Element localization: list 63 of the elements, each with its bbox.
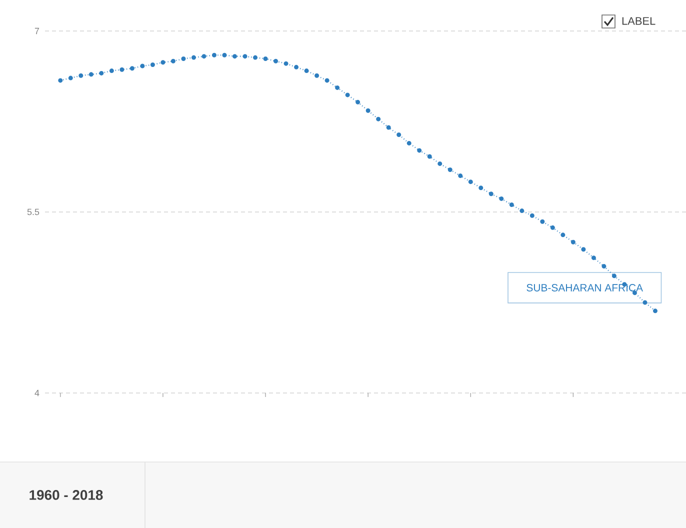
point: [160, 60, 166, 65]
point: [550, 225, 555, 230]
point: [170, 58, 176, 64]
point: [396, 132, 402, 138]
point: [612, 274, 616, 278]
point: [222, 52, 227, 58]
point: [581, 247, 586, 252]
point: [304, 68, 309, 74]
point: [263, 56, 268, 61]
point: [642, 300, 648, 305]
point: [509, 202, 514, 207]
point: [468, 180, 473, 184]
point: [488, 192, 494, 196]
point: [109, 68, 114, 74]
point: [427, 154, 432, 159]
point: [499, 196, 504, 201]
y-tick-label: 7: [34, 28, 40, 34]
point: [130, 66, 134, 71]
point: [652, 308, 658, 314]
point: [99, 70, 104, 76]
point: [212, 52, 216, 58]
point: [540, 219, 545, 224]
point: [294, 64, 299, 70]
point: [78, 73, 84, 78]
y-tick-label: 5.5: [27, 208, 40, 216]
point: [478, 186, 484, 190]
point: [150, 62, 155, 68]
point: [253, 55, 258, 60]
point: [366, 108, 370, 113]
point: [274, 58, 278, 64]
point: [448, 168, 452, 172]
point: [560, 232, 566, 238]
point: [88, 72, 94, 77]
point: [345, 92, 350, 98]
point: [181, 56, 186, 61]
point: [386, 125, 391, 130]
point: [202, 54, 206, 59]
point: [120, 67, 124, 72]
point: [520, 208, 524, 214]
point: [140, 64, 145, 68]
point: [284, 61, 288, 66]
point: [68, 76, 73, 80]
point: [242, 54, 248, 59]
point: [438, 161, 442, 166]
point: [530, 213, 534, 218]
series-label: SUB-SAHARAN AFRICA: [526, 284, 643, 292]
point: [602, 264, 606, 269]
point: [314, 73, 320, 78]
point: [406, 140, 412, 146]
point: [324, 78, 330, 83]
point: [335, 85, 340, 90]
point: [356, 100, 360, 104]
point: [191, 55, 196, 60]
point: [458, 174, 463, 178]
point: [591, 256, 596, 260]
y-tick-label: 4: [34, 390, 40, 396]
point: [417, 148, 422, 153]
text: LABEL: [622, 17, 656, 25]
point: [232, 54, 237, 59]
text: 1960 - 2018: [30, 490, 103, 500]
point: [570, 240, 576, 244]
point: [376, 116, 381, 122]
point: [58, 78, 63, 83]
